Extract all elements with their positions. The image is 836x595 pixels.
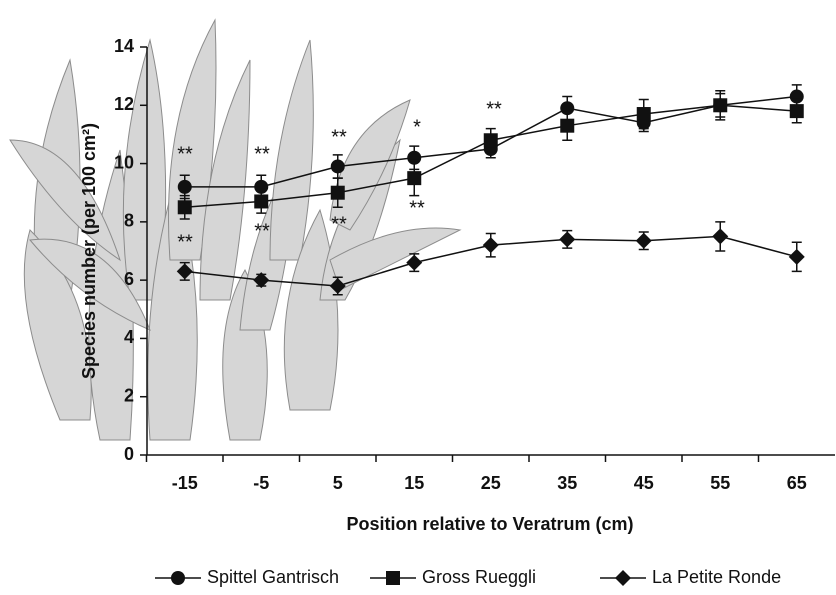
legend-marker [171, 571, 185, 585]
x-tick-label: 55 [710, 473, 730, 493]
legend-item: Gross Rueggli [370, 567, 536, 587]
legend-label: Spittel Gantrisch [207, 567, 339, 587]
data-point [406, 255, 422, 271]
data-point [713, 98, 727, 112]
x-tick-label: 65 [787, 473, 807, 493]
data-point [407, 171, 421, 185]
x-tick-label: 25 [481, 473, 501, 493]
data-point [637, 107, 651, 121]
data-point [789, 249, 805, 265]
significance-label: ** [331, 213, 347, 235]
x-tick-label: -15 [172, 473, 198, 493]
legend-label: Gross Rueggli [422, 567, 536, 587]
x-tick-label: 15 [404, 473, 424, 493]
significance-label: ** [254, 220, 270, 242]
page: Species number (per 100 cm²) Position re… [0, 0, 836, 595]
data-point [790, 104, 804, 118]
y-tick-label: 6 [124, 269, 134, 289]
data-point [331, 186, 345, 200]
y-tick-label: 10 [114, 152, 134, 172]
data-point [178, 200, 192, 214]
y-tick-label: 8 [124, 211, 134, 231]
chart: Species number (per 100 cm²) Position re… [0, 0, 836, 590]
x-tick-label: 35 [557, 473, 577, 493]
y-tick-label: 12 [114, 94, 134, 114]
y-tick-label: 14 [114, 36, 134, 56]
data-point [636, 233, 652, 249]
data-point [560, 119, 574, 133]
plant-illustration [10, 20, 460, 440]
legend-label: La Petite Ronde [652, 567, 781, 587]
legend-marker [615, 570, 631, 586]
y-tick-label: 2 [124, 385, 134, 405]
x-tick-label: 5 [333, 473, 343, 493]
x-axis-title: Position relative to Veratrum (cm) [346, 514, 633, 534]
significance-label: ** [177, 231, 193, 253]
significance-label: ** [177, 143, 193, 165]
data-point [559, 231, 575, 247]
data-point [483, 237, 499, 253]
legend-marker [386, 571, 400, 585]
data-point [712, 228, 728, 244]
data-point [331, 159, 345, 173]
data-point [484, 133, 498, 147]
y-tick-label: 4 [124, 327, 134, 347]
legend-item: Spittel Gantrisch [155, 567, 339, 587]
y-axis-title: Species number (per 100 cm²) [79, 123, 99, 379]
legend-item: La Petite Ronde [600, 567, 781, 587]
significance-label: ** [331, 126, 347, 148]
data-point [178, 180, 192, 194]
significance-label: ** [409, 197, 425, 219]
significance-label: ** [254, 143, 270, 165]
significance-label: * [413, 116, 421, 138]
significance-label: ** [486, 98, 502, 120]
x-tick-label: 45 [634, 473, 654, 493]
x-tick-label: -5 [253, 473, 269, 493]
data-point [254, 194, 268, 208]
y-tick-label: 0 [124, 444, 134, 464]
